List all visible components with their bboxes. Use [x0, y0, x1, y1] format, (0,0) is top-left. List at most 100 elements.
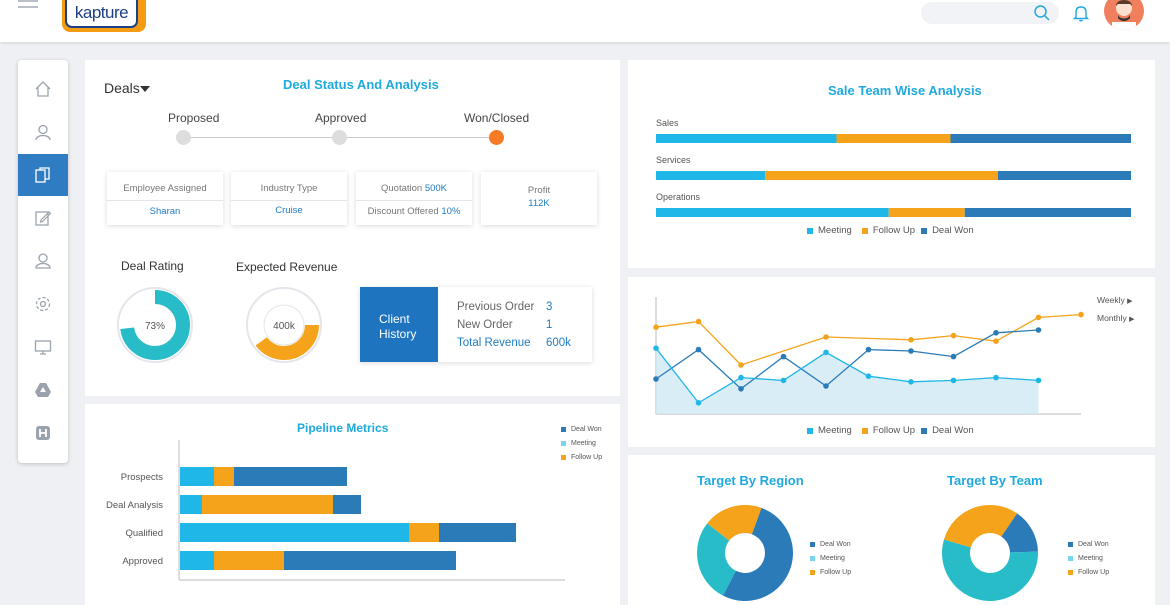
series-point-meeting[interactable]: [780, 377, 787, 384]
weekly-option[interactable]: Weekly ▶: [1097, 295, 1132, 305]
user-icon: [35, 124, 51, 141]
deals-dropdown[interactable]: Deals: [104, 80, 140, 96]
series-point-follow-up[interactable]: [908, 337, 914, 343]
pie-slice-meeting[interactable]: [942, 539, 1038, 601]
pipeline-bar-deal-won[interactable]: [439, 523, 516, 542]
series-point-follow-up[interactable]: [950, 332, 957, 339]
series-point-deal-won[interactable]: [780, 353, 787, 360]
sale-team-bar-meeting[interactable]: [656, 171, 766, 180]
search-bar[interactable]: [921, 2, 1059, 24]
sale-team-title: Sale Team Wise Analysis: [828, 83, 982, 98]
sale-team-bar-deal-won[interactable]: [998, 171, 1131, 180]
play-icon: ▶: [1127, 298, 1133, 305]
legend-deal-won: Deal Won: [820, 540, 851, 548]
series-point-deal-won[interactable]: [908, 348, 914, 354]
stage-dot-won-closed[interactable]: [489, 130, 504, 145]
pie-slice-meeting[interactable]: [697, 523, 736, 596]
series-line-follow-up: [655, 313, 1082, 366]
stage-won-closed[interactable]: Won/Closed: [464, 111, 530, 125]
sale-team-bar-deal-won[interactable]: [964, 208, 1131, 217]
team-legend: Deal Won Meeting Follow Up: [1068, 537, 1109, 579]
series-point-meeting[interactable]: [1035, 377, 1042, 384]
pipeline-bar-meeting[interactable]: [180, 523, 409, 542]
chevron-down-icon[interactable]: [140, 86, 150, 92]
pie-slice-follow-up[interactable]: [707, 505, 762, 541]
pipeline-bar-meeting[interactable]: [180, 495, 202, 514]
sale-team-row-label: Sales: [656, 118, 679, 128]
pipeline-bar-meeting[interactable]: [180, 551, 214, 570]
series-point-follow-up[interactable]: [823, 334, 829, 340]
series-point-meeting[interactable]: [695, 400, 702, 406]
nav-home[interactable]: [18, 68, 68, 110]
series-point-deal-won[interactable]: [1035, 327, 1042, 333]
pipeline-bar-follow-up[interactable]: [214, 467, 234, 486]
pipeline-bar-meeting[interactable]: [180, 467, 214, 486]
trend-legend: Meeting Follow Up Deal Won: [807, 425, 974, 436]
series-point-meeting[interactable]: [738, 374, 744, 381]
monthly-option[interactable]: Monthly ▶: [1097, 313, 1135, 323]
pipeline-bar-deal-won[interactable]: [333, 495, 361, 514]
employee-assigned-value: Sharan: [149, 206, 181, 217]
user-avatar[interactable]: [1104, 0, 1144, 30]
top-bar: kapture: [0, 0, 1170, 42]
pie-slice-follow-up[interactable]: [943, 505, 1018, 548]
series-point-deal-won[interactable]: [695, 346, 702, 353]
pie-slice-deal-won[interactable]: [723, 507, 793, 601]
kapture-logo[interactable]: kapture: [62, 0, 146, 32]
series-point-deal-won[interactable]: [823, 383, 829, 389]
nav-edit[interactable]: [18, 197, 68, 239]
search-icon[interactable]: [1033, 4, 1051, 22]
series-point-follow-up[interactable]: [993, 338, 999, 344]
sale-team-bar-follow-up[interactable]: [836, 134, 951, 143]
series-point-follow-up[interactable]: [738, 362, 744, 368]
pipeline-bar-deal-won[interactable]: [284, 551, 456, 570]
series-point-deal-won[interactable]: [738, 386, 744, 392]
legend-deal-won: Deal Won: [932, 425, 974, 436]
sale-team-bar-deal-won[interactable]: [950, 134, 1132, 143]
series-point-follow-up[interactable]: [1078, 311, 1084, 318]
pipeline-bar-follow-up[interactable]: [409, 523, 439, 542]
deal-rating-arc: [120, 290, 190, 360]
menu-icon[interactable]: [18, 0, 38, 14]
series-point-meeting[interactable]: [908, 379, 914, 385]
nav-contacts[interactable]: [18, 240, 68, 282]
client-history-button[interactable]: Client History: [360, 287, 438, 362]
pipeline-bar-follow-up[interactable]: [202, 495, 333, 514]
series-point-follow-up[interactable]: [695, 318, 702, 325]
sale-team-bar-follow-up[interactable]: [765, 171, 998, 180]
series-point-meeting[interactable]: [653, 345, 659, 351]
series-point-deal-won[interactable]: [993, 330, 999, 336]
pipeline-chart: Prospects Deal Analysis Qualified Approved: [106, 440, 565, 581]
series-point-meeting[interactable]: [865, 373, 872, 379]
bell-icon[interactable]: [1072, 4, 1090, 22]
series-point-meeting[interactable]: [993, 374, 999, 381]
industry-type-value: Cruise: [275, 205, 303, 216]
pipeline-bar-follow-up[interactable]: [214, 551, 284, 570]
series-point-follow-up[interactable]: [1035, 314, 1042, 321]
sale-team-bar-follow-up[interactable]: [888, 208, 965, 217]
series-point-deal-won[interactable]: [950, 353, 957, 360]
series-point-follow-up[interactable]: [653, 324, 659, 330]
nav-drive[interactable]: [18, 369, 68, 411]
nav-monitor[interactable]: [18, 326, 68, 368]
stage-dot-approved[interactable]: [332, 130, 347, 145]
sale-team-bar-meeting[interactable]: [656, 208, 889, 217]
nav-hubspot[interactable]: [18, 412, 68, 454]
stage-dot-proposed[interactable]: [176, 130, 191, 145]
series-point-meeting[interactable]: [823, 349, 829, 356]
industry-type-box: Industry Type Cruise: [231, 172, 347, 225]
sale-team-bar-meeting[interactable]: [656, 134, 837, 143]
total-revenue-label: Total Revenue: [457, 337, 531, 349]
nav-settings[interactable]: [18, 283, 68, 325]
pipeline-bar-deal-won[interactable]: [234, 467, 347, 486]
drive-icon: [35, 383, 51, 397]
pipeline-row-label: Prospects: [121, 472, 163, 483]
nav-documents[interactable]: [18, 154, 68, 196]
pie-slice-deal-won[interactable]: [1001, 513, 1038, 553]
series-point-deal-won[interactable]: [865, 346, 872, 353]
stage-approved[interactable]: Approved: [315, 111, 367, 125]
series-point-deal-won[interactable]: [653, 376, 659, 382]
series-point-meeting[interactable]: [950, 377, 957, 384]
stage-proposed[interactable]: Proposed: [168, 111, 220, 125]
nav-user[interactable]: [18, 111, 68, 153]
